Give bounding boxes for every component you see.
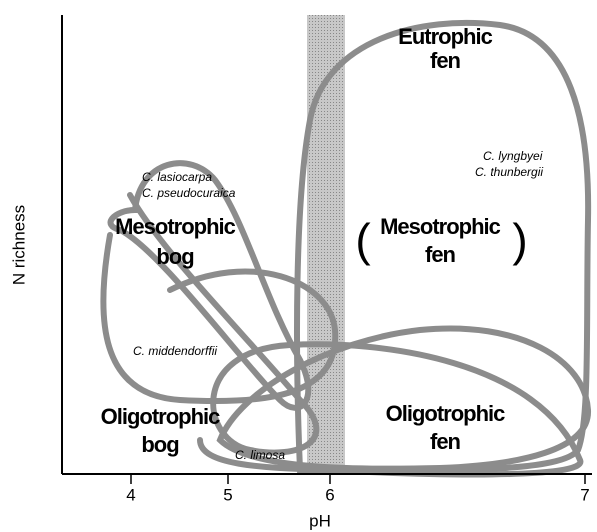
- region-label: fen: [430, 429, 461, 454]
- x-tick-label: 7: [580, 485, 589, 504]
- region-label: Mesotrophic: [380, 214, 501, 239]
- x-axis-label: pH: [309, 511, 331, 530]
- region-label: bog: [156, 244, 193, 269]
- region-label: Oligotrophic: [101, 404, 221, 429]
- region-label: Eutrophic: [398, 24, 492, 49]
- species-label: C. limosa: [235, 448, 285, 462]
- species-label: C. pseudocuraica: [142, 186, 236, 200]
- x-tick-label: 4: [126, 485, 135, 504]
- ph-band: [307, 15, 345, 473]
- loops: [100, 19, 592, 478]
- paren: ): [512, 214, 527, 266]
- paren: (: [355, 214, 371, 266]
- region-label: Mesotrophic: [115, 214, 236, 239]
- x-tick-label: 5: [223, 485, 232, 504]
- x-ticks: [130, 474, 586, 484]
- region-label: bog: [141, 432, 178, 457]
- species-label: C. thunbergii: [475, 165, 543, 179]
- region-label: fen: [430, 48, 461, 73]
- species-label: C. lasiocarpa: [142, 170, 212, 184]
- y-axis-label: N richness: [9, 205, 28, 285]
- species-label: C. lyngbyei: [483, 149, 543, 163]
- species-label: C. middendorffii: [133, 344, 217, 358]
- region-label: Oligotrophic: [386, 401, 506, 426]
- region-label: fen: [425, 242, 456, 267]
- x-tick-label: 6: [325, 485, 334, 504]
